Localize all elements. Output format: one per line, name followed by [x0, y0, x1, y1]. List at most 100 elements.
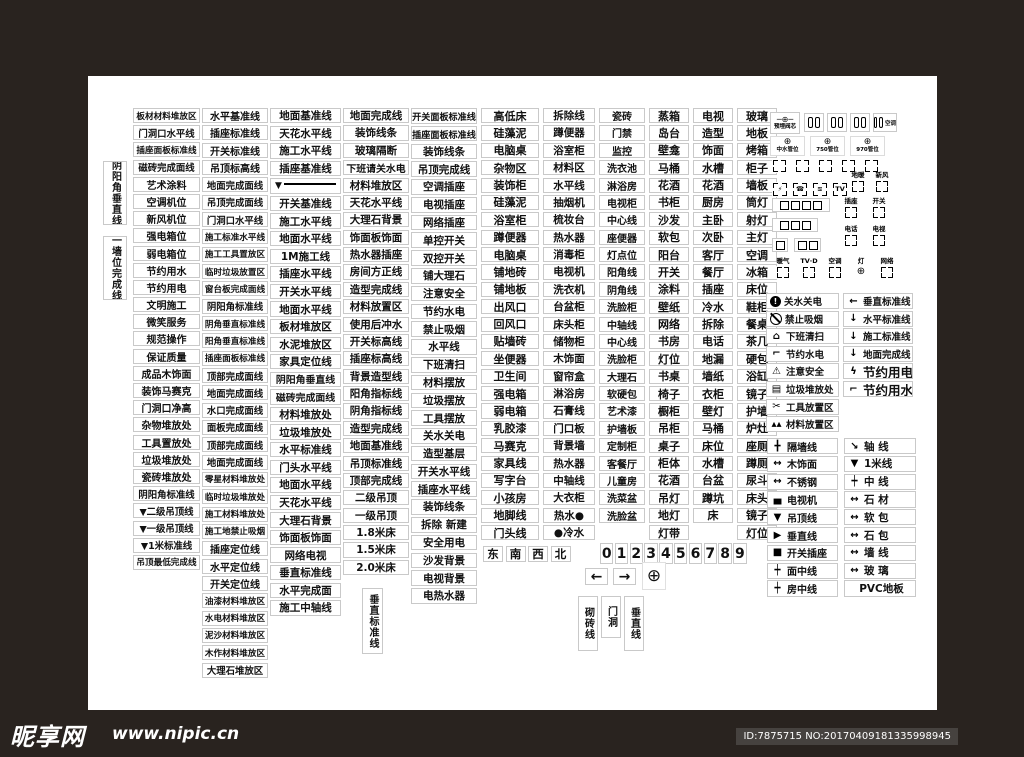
legend-label: 开关插座 [787, 549, 827, 561]
legend-icon: ↓ [849, 330, 858, 342]
term-box: 插座面板标准线 [202, 350, 268, 366]
term-box: 开关标准线 [202, 142, 268, 158]
term-box: 铺地板 [481, 281, 539, 297]
arrow-right-box: → [613, 568, 636, 585]
term-box: 水平定位线 [202, 558, 268, 574]
term-box: 施工水平线 [270, 213, 341, 229]
legend-label: 轴 线 [864, 440, 889, 453]
term-box: 蹲便器 [543, 125, 595, 141]
device-bracket-icon: ⚡ [772, 176, 788, 197]
panel-bottom-icon: 空调 [824, 258, 846, 279]
ac-socket-icon: 空调 [873, 113, 897, 132]
term-box: 大理石 [599, 368, 645, 384]
term-box: 壁纸 [649, 299, 689, 315]
legend-label: 节约用水 [863, 382, 913, 397]
term-box: 吊灯 [649, 490, 689, 506]
term-box: 玻璃隔断 [343, 142, 409, 158]
sticker-bracket-icon [864, 158, 879, 173]
digit-box: 4 [659, 543, 673, 564]
term-box: 电热水器 [411, 588, 477, 604]
legend-label: 关水关电 [784, 297, 823, 308]
term-box: 施工水平线 [270, 143, 341, 159]
term-box: 热水器插座 [343, 247, 409, 263]
legend1-item: ▴▴ 材料放置区 [766, 416, 839, 433]
term-box: 冰箱 [737, 264, 777, 280]
term-box: 插座面板标准线 [411, 125, 477, 142]
term-box: 门洞口水平线 [202, 211, 268, 228]
term-box: ▼二级吊顶线 [133, 503, 200, 519]
legend1-item: ⌐ 节约水电 [766, 345, 839, 362]
term-box: 阴阳角标准线 [202, 298, 268, 314]
term-column-9: 蒸箱 岛台 壁龛 马桶 花酒 书柜 沙发 软包 阳台 开关 涂料 壁纸 网络 书房 灯位 书桌 椅子 橱柜 吊柜 桌子… [649, 108, 689, 542]
legend2-item: ↔ 石 包 [844, 527, 916, 544]
term-box: 饰面 [693, 142, 733, 158]
term-box: 开关标高线 [343, 333, 409, 350]
legend-icon: ↔ [773, 476, 782, 488]
term-box: 主卧 [693, 212, 733, 228]
legend-label: 面中线 [787, 567, 817, 579]
legend-icon: ↓ [849, 313, 858, 325]
term-box: 卫生间 [481, 368, 539, 384]
term-box: 施工标准水平线 [202, 229, 268, 245]
legend-icon: ■ [772, 547, 783, 559]
term-box: 顶部完成面线 [202, 437, 268, 453]
term-box: 浴室柜 [481, 212, 539, 228]
term-box: 门头水平线 [270, 459, 341, 475]
legend-icon: ! [770, 295, 781, 307]
term-box: 一级吊顶 [343, 507, 409, 523]
term-box: 垂直标准线 [270, 565, 341, 581]
sticker-bracket-icon [841, 158, 856, 173]
legend2-item: ↔ 墙 线 [844, 544, 916, 561]
legend2-item: ▼ 吊顶线 [767, 509, 838, 526]
term-box: 梳妆台 [543, 212, 595, 228]
term-box: 电视插座 [411, 196, 477, 213]
term-box: 插座 [693, 281, 733, 297]
term-box: 吊顶最低完成线 [133, 554, 200, 570]
term-box: 插座面板标准线 [133, 142, 200, 158]
term-box: 板材材料堆放区 [133, 108, 200, 123]
term-box: 网络电视 [270, 547, 341, 563]
term-box: 水电材料堆放区 [202, 610, 268, 626]
digit-box: 8 [718, 543, 732, 564]
pipe-position-icon: ⊕ 750管位 [810, 136, 845, 156]
term-box: 水槽 [693, 160, 733, 176]
device-bracket-icon: ☎ [792, 176, 808, 197]
compass-box: 北 [550, 546, 571, 562]
term-box: 阴角指标线 [343, 403, 409, 419]
term-box: 水口完成面线 [202, 402, 268, 418]
legend-icon: ▼ [850, 458, 859, 470]
term-box: 节约用水 [133, 262, 200, 278]
legend-label: 垃圾堆放处 [786, 385, 834, 396]
legend-icon: ↔ [850, 565, 859, 577]
term-box: 花酒 [649, 177, 689, 193]
term-box: 地面基准线 [343, 438, 409, 454]
floor-system-icon: 新风 [872, 172, 892, 193]
legend-icon: ⌐ [849, 383, 858, 395]
legend-label: 吊顶线 [787, 513, 817, 525]
embedded-valve-icon: ─⊕─ 预埋阀芯 [770, 112, 800, 134]
term-box: 木饰面 [543, 351, 595, 367]
term-box: 床位 [693, 438, 733, 454]
term-box: 泥沙材料堆放区 [202, 627, 268, 643]
term-box: 背景墙 [543, 438, 595, 454]
legend-icon: ↓ [849, 348, 858, 360]
brand-url: www.nipic.cn [112, 724, 240, 744]
term-box: 磁砖完成面线 [133, 159, 200, 175]
term-box: 洗脸柜 [599, 299, 645, 315]
term-box: 次卧 [693, 229, 733, 245]
term-box: 杂物区 [481, 160, 539, 176]
device-bracket-icon: ≋ [812, 176, 828, 197]
term-box: 花酒 [649, 472, 689, 489]
legend-label: 电视机 [787, 495, 817, 507]
term-box: 墙纸 [693, 368, 733, 384]
term-box: 地面水平线 [270, 477, 341, 493]
legend2-item: PVC地板 [844, 580, 916, 597]
term-box: 材料区 [543, 160, 595, 176]
legend-icon: ▤ [771, 383, 782, 395]
term-box: 吊顶标准线 [343, 455, 409, 471]
term-box: 中轴线 [599, 316, 645, 332]
term-box: 柜子 [737, 160, 777, 176]
term-box: 强电箱 [481, 386, 539, 402]
legend-icon: ↔ [850, 529, 859, 541]
term-box: 背景造型线 [343, 368, 409, 384]
